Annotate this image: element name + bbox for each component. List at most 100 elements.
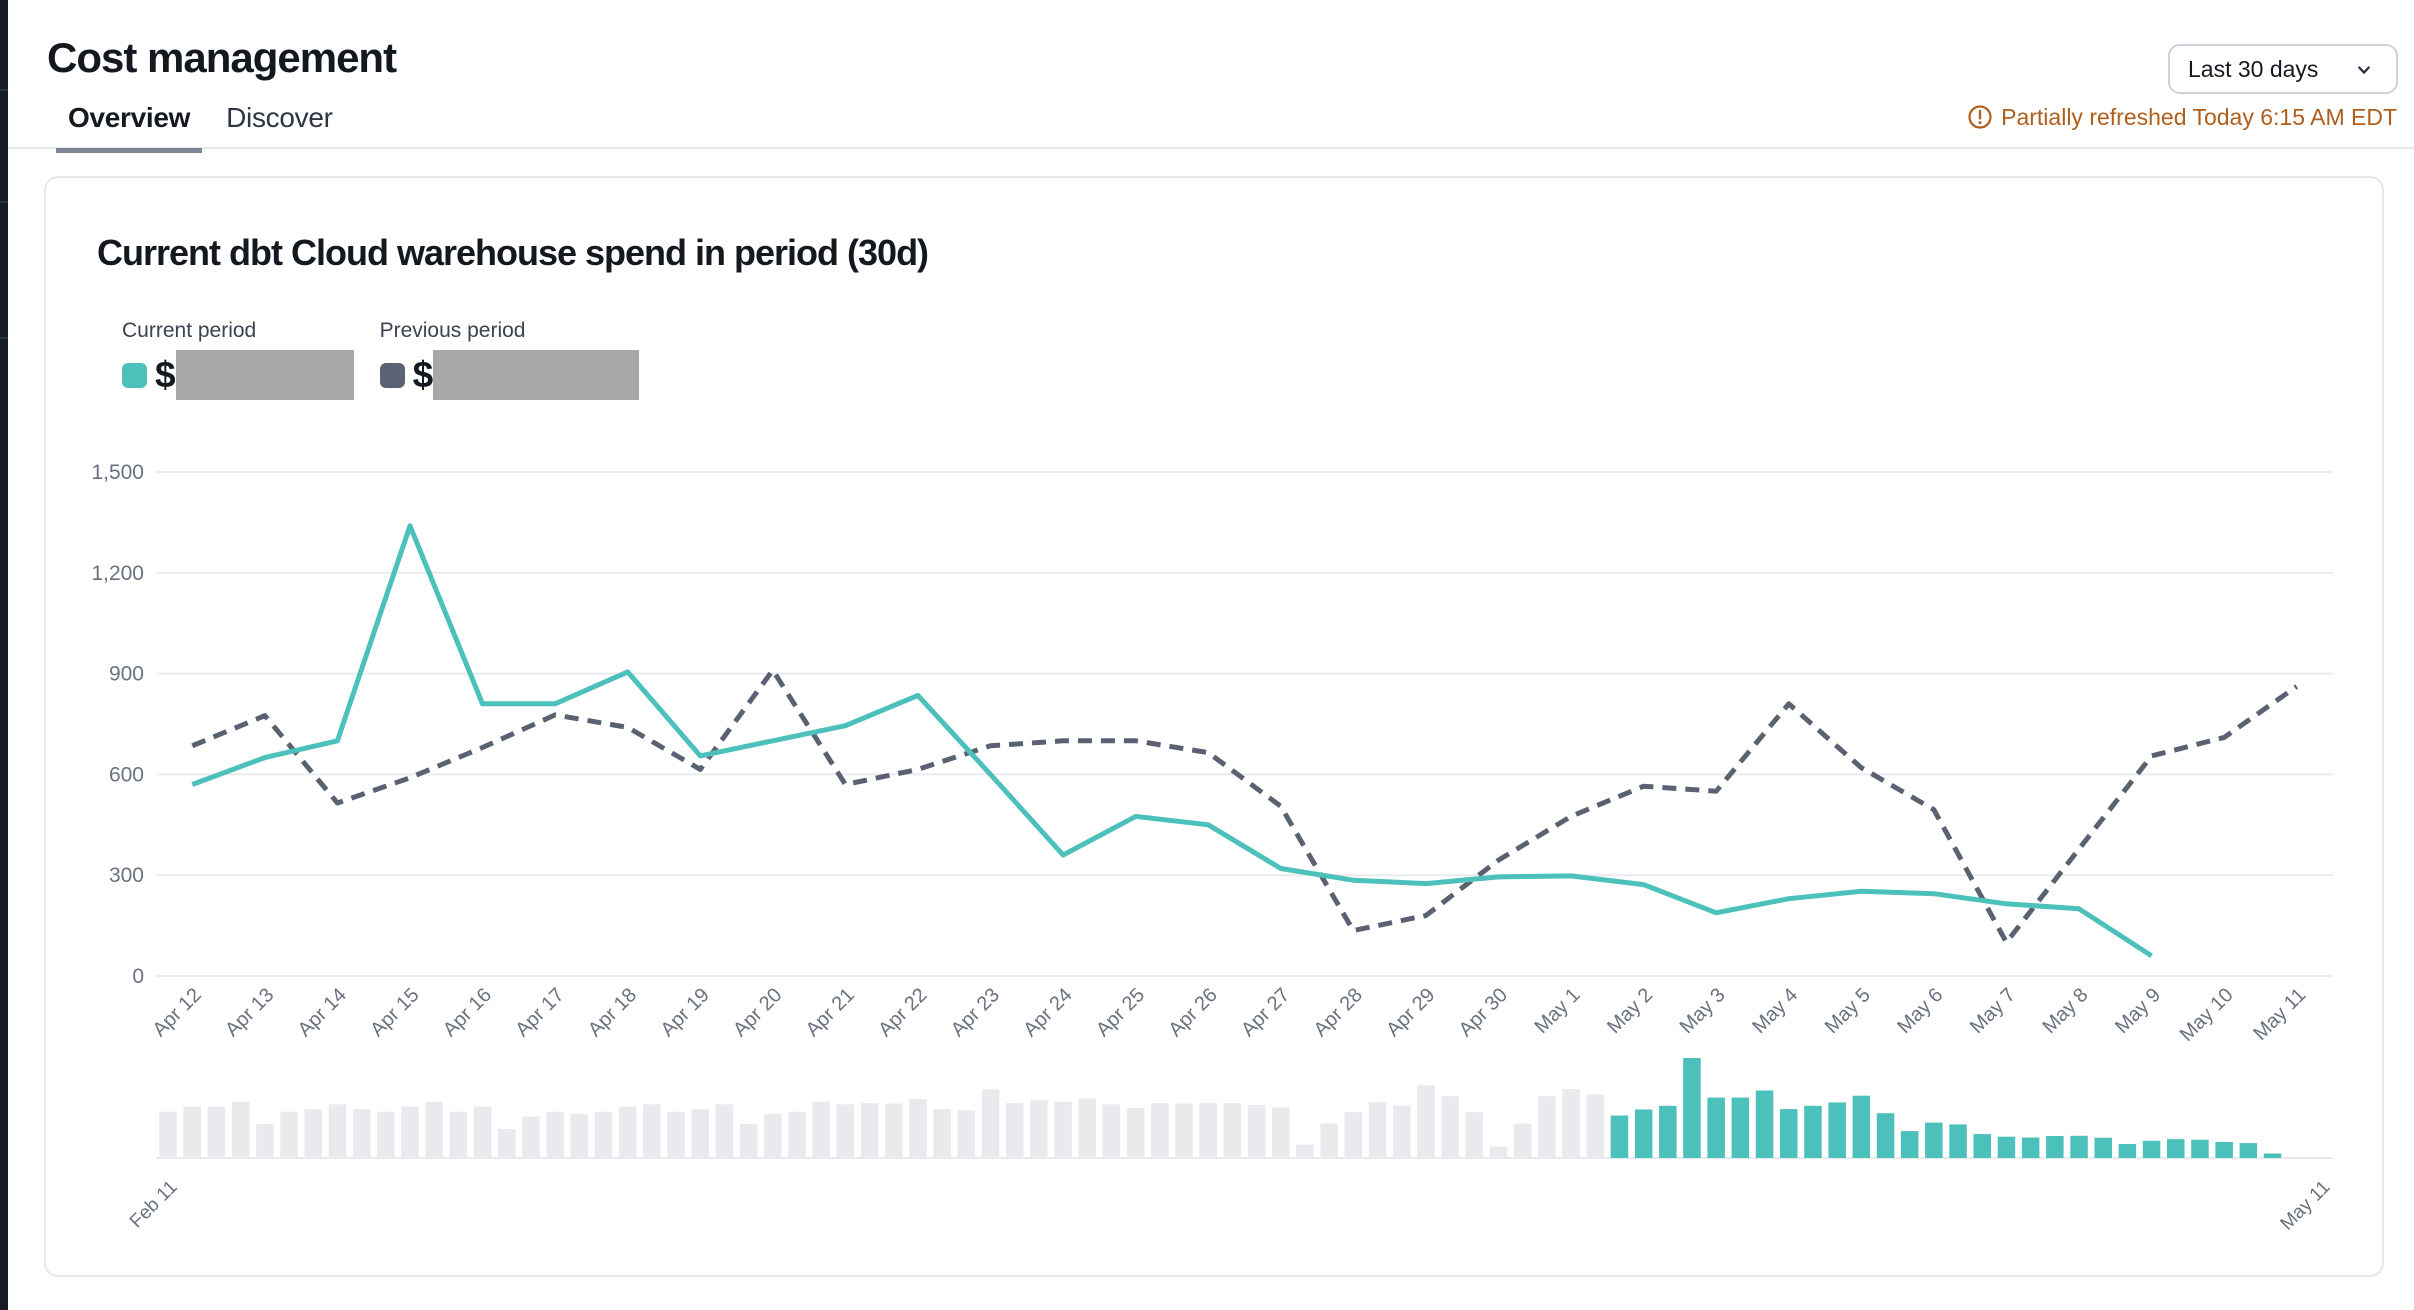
series-current-period — [191, 523, 2153, 958]
mini-bar — [764, 1114, 782, 1158]
mini-bar — [1852, 1095, 1871, 1158]
mini-bar — [1925, 1122, 1943, 1158]
mini-bar — [1731, 1097, 1750, 1158]
y-axis-tick-label: 300 — [109, 864, 144, 887]
mini-bar — [2239, 1143, 2258, 1158]
mini-bar — [1707, 1097, 1725, 1158]
mini-bar — [449, 1111, 468, 1158]
currency-symbol: $ — [412, 354, 434, 395]
mini-bar — [183, 1106, 201, 1158]
mini-bar — [1538, 1096, 1556, 1158]
mini-bar — [1393, 1105, 1411, 1158]
mini-bar — [280, 1111, 298, 1158]
tab-overview[interactable]: Overview — [56, 101, 203, 153]
mini-bar — [2021, 1137, 2040, 1158]
mini-bar — [2046, 1136, 2064, 1158]
mini-bar — [1659, 1105, 1677, 1158]
mini-bar — [1634, 1109, 1653, 1158]
mini-bar — [473, 1106, 492, 1158]
mini-bar — [401, 1106, 419, 1158]
mini-bar — [1973, 1134, 1991, 1158]
mini-bar — [1586, 1094, 1604, 1158]
mini-bar — [377, 1111, 395, 1158]
mini-bar — [304, 1109, 322, 1158]
legend-swatch-previous — [379, 362, 405, 388]
mini-bar — [957, 1110, 976, 1158]
mini-bar — [1030, 1100, 1048, 1158]
mini-bar — [1126, 1108, 1145, 1158]
mini-end-label: May 11 — [2277, 1177, 2335, 1235]
mini-bar — [1344, 1112, 1363, 1158]
mini-bar — [885, 1103, 903, 1158]
mini-bar — [1054, 1101, 1072, 1158]
tabbar: Overview Discover — [56, 101, 345, 153]
legend-swatch-current — [122, 362, 147, 388]
y-axis-tick-label: 0 — [132, 965, 144, 988]
y-axis-tick-label: 900 — [109, 663, 144, 686]
sidebar-divider — [0, 337, 8, 339]
mini-bar — [570, 1114, 589, 1158]
mini-bar — [788, 1111, 806, 1158]
date-range-select[interactable]: Last 30 days — [2168, 44, 2398, 94]
mini-bar — [1997, 1136, 2016, 1158]
y-axis-tick-label: 600 — [109, 763, 144, 786]
series-previous-period — [191, 667, 2299, 945]
mini-bar — [425, 1101, 443, 1158]
mini-bar — [1006, 1103, 1024, 1158]
mini-bar — [2167, 1139, 2185, 1158]
mini-bar — [1683, 1058, 1701, 1158]
mini-bar — [643, 1104, 661, 1158]
mini-bar — [1441, 1096, 1459, 1158]
refresh-status: Partially refreshed Today 6:15 AM EDT — [1968, 103, 2397, 131]
mini-bar — [2215, 1142, 2233, 1158]
mini-bar — [1465, 1112, 1483, 1158]
mini-bar — [231, 1101, 250, 1158]
mini-bar — [1876, 1113, 1895, 1158]
legend-label-current: Current period — [122, 319, 257, 342]
redacted-amount-previous — [433, 350, 640, 400]
card-title: Current dbt Cloud warehouse spend in per… — [97, 232, 929, 273]
mini-bar — [1102, 1104, 1121, 1158]
mini-bar — [1780, 1109, 1798, 1158]
mini-bar — [1489, 1146, 1508, 1158]
mini-bar — [1247, 1105, 1266, 1158]
sidebar-divider — [0, 201, 8, 203]
mini-bar — [1804, 1105, 1822, 1158]
mini-bar — [546, 1111, 564, 1158]
mini-bar — [352, 1109, 371, 1158]
mini-bar — [1562, 1089, 1580, 1158]
y-axis-tick-label: 1,500 — [91, 461, 144, 484]
date-range-value: Last 30 days — [2188, 55, 2319, 82]
mini-bar — [2263, 1153, 2282, 1158]
mini-bar — [207, 1106, 226, 1158]
mini-bar — [1151, 1103, 1169, 1158]
mini-bar — [1368, 1102, 1387, 1158]
mini-bar — [1828, 1102, 1846, 1158]
mini-bar — [909, 1099, 927, 1158]
mini-bar — [594, 1111, 613, 1158]
mini-bar — [860, 1103, 879, 1158]
y-axis-tick-label: 1,200 — [91, 562, 144, 585]
mini-bar — [739, 1124, 758, 1158]
mini-bar — [1175, 1103, 1193, 1158]
mini-bar — [933, 1109, 951, 1158]
mini-bar — [836, 1104, 855, 1158]
sidebar-rail[interactable] — [0, 0, 8, 1310]
mini-bar — [2118, 1144, 2137, 1158]
mini-bar — [1610, 1115, 1629, 1158]
mini-bar — [1320, 1123, 1338, 1158]
tabbar-border — [8, 147, 2414, 149]
legend-previous-period: Previous period $ — [379, 318, 640, 400]
mini-bar — [1513, 1123, 1532, 1158]
mini-bar — [1199, 1102, 1217, 1158]
mini-bar — [328, 1104, 347, 1158]
mini-bar — [812, 1101, 830, 1158]
refresh-status-text: Partially refreshed Today 6:15 AM EDT — [2001, 104, 2397, 130]
alert-circle-icon — [1968, 105, 1992, 129]
tab-discover[interactable]: Discover — [226, 102, 333, 133]
spend-card: Current dbt Cloud warehouse spend in per… — [44, 176, 2384, 1277]
mini-bar — [159, 1111, 177, 1158]
mini-bar — [1755, 1090, 1774, 1158]
